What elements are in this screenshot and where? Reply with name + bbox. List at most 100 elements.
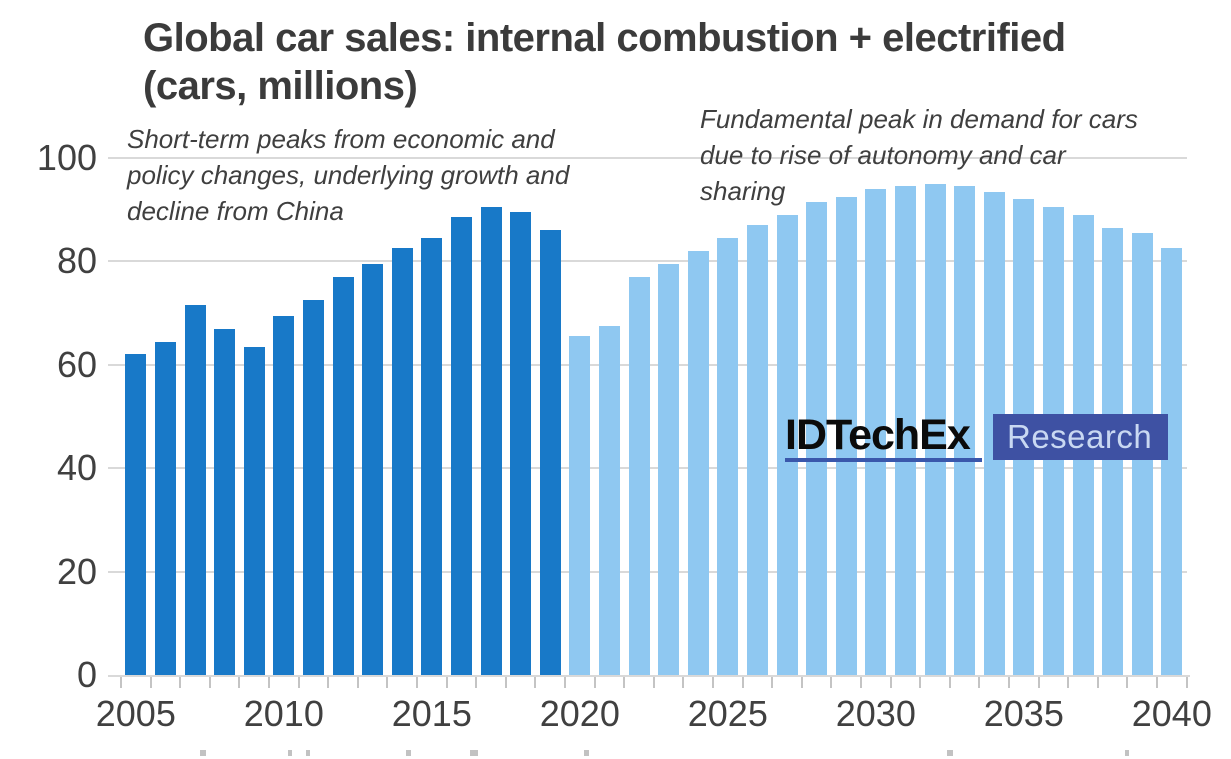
x-axis-tick bbox=[1037, 677, 1040, 688]
bar-2009 bbox=[243, 346, 265, 675]
clipped-text-mark bbox=[288, 750, 292, 756]
clipped-text-mark bbox=[947, 750, 953, 756]
x-axis-tick bbox=[179, 677, 182, 688]
bar-2029 bbox=[835, 196, 857, 675]
y-axis-label-100: 100 bbox=[36, 137, 97, 178]
x-axis-label-2005: 2005 bbox=[95, 693, 176, 734]
bar-2028 bbox=[806, 201, 828, 675]
clipped-text-mark bbox=[200, 750, 206, 756]
x-axis-tick bbox=[712, 677, 714, 688]
bar-2016 bbox=[450, 217, 472, 675]
bar-2027 bbox=[776, 214, 798, 675]
bar-2005 bbox=[125, 354, 147, 675]
gridline-80 bbox=[108, 260, 1187, 263]
annotation-short-term-peaks: Short-term peaks from economic and polic… bbox=[127, 124, 570, 226]
y-axis-label-0: 0 bbox=[76, 654, 97, 695]
idtechex-logo: IDTechEx Research bbox=[785, 411, 1175, 467]
x-axis-tick bbox=[475, 677, 478, 688]
bar-2018 bbox=[510, 212, 532, 675]
x-axis-tick bbox=[1008, 677, 1010, 688]
x-axis-tick bbox=[652, 677, 655, 688]
bar-2032 bbox=[924, 183, 946, 675]
bar-2025 bbox=[717, 238, 739, 675]
clipped-text-mark bbox=[1125, 750, 1129, 756]
x-axis-tick bbox=[1096, 677, 1099, 688]
bar-2006 bbox=[154, 341, 176, 675]
y-axis-label-40: 40 bbox=[56, 447, 97, 489]
x-axis-tick bbox=[1067, 677, 1070, 688]
bar-2007 bbox=[184, 305, 206, 675]
x-axis-tick bbox=[238, 677, 241, 688]
x-axis-tick bbox=[830, 677, 833, 688]
y-axis-label-20: 20 bbox=[56, 550, 97, 592]
bar-2031 bbox=[894, 186, 916, 675]
x-axis-tick bbox=[682, 677, 685, 688]
x-axis-tick bbox=[356, 677, 359, 688]
x-axis-line bbox=[108, 675, 1190, 677]
x-axis-label-2010: 2010 bbox=[243, 693, 324, 734]
bar-2011 bbox=[302, 300, 324, 675]
x-axis-label-2025: 2025 bbox=[687, 693, 768, 734]
bar-2014 bbox=[391, 248, 413, 675]
x-axis-label-2015: 2015 bbox=[391, 693, 472, 734]
x-axis-tick bbox=[564, 677, 566, 688]
chart-title: Global car sales: internal combustion + … bbox=[143, 16, 1066, 108]
x-axis-tick bbox=[504, 677, 507, 688]
x-axis-tick bbox=[149, 677, 152, 688]
idtechex-wordmark: IDTechEx bbox=[785, 411, 971, 459]
research-badge-label: Research bbox=[1007, 418, 1153, 455]
bar-2015 bbox=[421, 238, 443, 675]
annotation-fundamental-peak: Fundamental peak in demand for cars due … bbox=[700, 104, 1138, 206]
bar-2020 bbox=[569, 336, 591, 675]
bar-2023 bbox=[658, 263, 680, 675]
idtechex-underline bbox=[785, 458, 982, 462]
bar-2012 bbox=[332, 276, 354, 675]
x-axis-tick bbox=[1126, 677, 1129, 688]
x-axis-tick bbox=[978, 677, 981, 688]
clipped-text-mark bbox=[306, 750, 310, 756]
x-axis-tick bbox=[889, 677, 892, 688]
x-axis-tick bbox=[268, 677, 270, 688]
clipped-text-mark bbox=[470, 750, 478, 756]
x-axis-tick bbox=[416, 677, 418, 688]
x-axis-tick bbox=[297, 677, 300, 688]
x-axis-tick bbox=[919, 677, 922, 688]
x-axis-label-2035: 2035 bbox=[983, 693, 1064, 734]
bar-2013 bbox=[362, 263, 384, 675]
x-axis-label-2020: 2020 bbox=[539, 693, 620, 734]
x-axis-tick bbox=[800, 677, 803, 688]
x-axis-tick bbox=[445, 677, 448, 688]
bar-2010 bbox=[273, 315, 295, 675]
bar-2021 bbox=[598, 326, 620, 675]
bar-2008 bbox=[214, 328, 236, 675]
bar-2019 bbox=[539, 230, 561, 675]
x-axis-tick bbox=[860, 677, 862, 688]
x-axis-label-2030: 2030 bbox=[835, 693, 916, 734]
x-axis-tick bbox=[534, 677, 537, 688]
x-axis-tick bbox=[593, 677, 596, 688]
x-axis-tick bbox=[741, 677, 744, 688]
bar-2040 bbox=[1161, 248, 1183, 675]
x-axis-tick bbox=[1156, 677, 1158, 688]
x-axis-tick bbox=[386, 677, 389, 688]
x-axis-tick bbox=[948, 677, 951, 688]
bar-2030 bbox=[865, 189, 887, 675]
clipped-text-mark bbox=[584, 750, 589, 756]
x-axis-tick bbox=[1185, 677, 1188, 688]
x-axis-tick bbox=[120, 677, 122, 688]
x-axis-tick bbox=[623, 677, 626, 688]
bar-2022 bbox=[628, 276, 650, 675]
y-axis-label-60: 60 bbox=[56, 343, 97, 385]
gridline-100 bbox=[108, 157, 1187, 159]
research-badge: Research bbox=[993, 414, 1168, 460]
x-axis-label-2040: 2040 bbox=[1131, 693, 1212, 734]
x-axis-tick bbox=[327, 677, 330, 688]
y-axis-label-80: 80 bbox=[56, 240, 97, 282]
bar-2017 bbox=[480, 207, 502, 675]
x-axis-tick bbox=[771, 677, 774, 688]
bar-2024 bbox=[687, 251, 709, 675]
x-axis-tick bbox=[208, 677, 211, 688]
bar-2026 bbox=[746, 225, 768, 675]
clipped-text-mark bbox=[406, 750, 411, 756]
